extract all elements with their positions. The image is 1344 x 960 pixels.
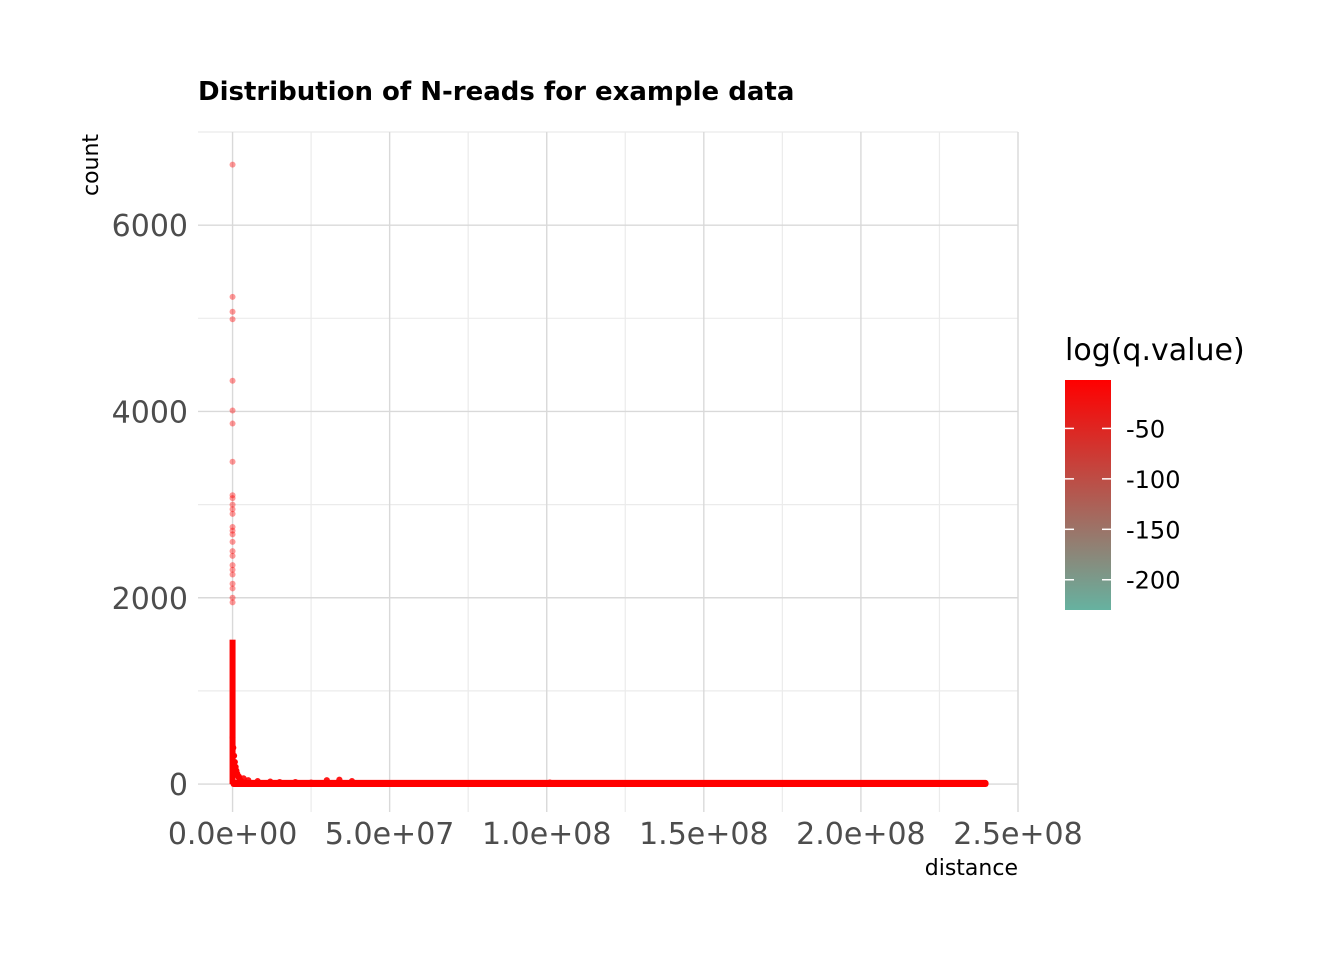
data-point-outlier <box>229 458 236 465</box>
data-point-outlier <box>229 594 236 601</box>
legend-title: log(q.value) <box>1065 333 1245 368</box>
data-point-outlier <box>229 527 236 534</box>
data-point-outlier <box>229 510 236 517</box>
data-point <box>231 752 238 759</box>
data-point-outlier <box>229 523 236 530</box>
x-tick-label: 5.0e+07 <box>325 817 454 852</box>
data-point-outlier <box>229 407 236 414</box>
data-point-outlier <box>229 585 236 592</box>
data-point-outlier <box>229 495 236 502</box>
data-point-outlier <box>229 571 236 578</box>
data-point <box>546 779 554 786</box>
data-point-outlier <box>229 552 236 559</box>
y-axis-title: count <box>79 134 104 196</box>
legend-breaks: -50 -100 -150 -200 <box>1065 415 1180 595</box>
x-tick-label: 0.0e+00 <box>168 817 297 852</box>
data-point-outlier <box>229 566 236 573</box>
data-point-outlier <box>229 316 236 323</box>
data-point <box>336 776 343 784</box>
data-point <box>231 759 238 766</box>
data-point-outlier <box>229 562 236 569</box>
x-tick-label: 2.0e+08 <box>796 817 925 852</box>
legend-break-label: -200 <box>1126 567 1180 595</box>
grid <box>198 131 1019 812</box>
data-point <box>276 778 283 786</box>
data-point-outlier <box>229 548 236 555</box>
y-tick-label: 4000 <box>112 395 188 430</box>
data-point-outlier <box>229 492 236 499</box>
data-point <box>230 744 237 751</box>
legend-break-label: -100 <box>1126 466 1180 494</box>
data-point-outlier <box>229 580 236 587</box>
data-point <box>229 734 236 741</box>
x-axis-title: distance <box>925 856 1018 881</box>
x-tick-label: 1.5e+08 <box>639 817 768 852</box>
x-tick-label: 1.0e+08 <box>482 817 611 852</box>
data-point <box>267 778 274 785</box>
color-legend: log(q.value) -50 -100 -150 -200 <box>1065 333 1245 610</box>
x-axis-ticks: 0.0e+00 5.0e+07 1.0e+08 1.5e+08 2.0e+08 2.5e+… <box>168 817 1083 852</box>
chart-title: Distribution of N-reads for example data <box>198 77 794 107</box>
x-tick-label: 2.5e+08 <box>953 817 1082 852</box>
data-point-spike <box>229 639 236 785</box>
data-point-outlier <box>229 293 236 300</box>
data-point <box>245 777 252 784</box>
data-point-outlier <box>229 599 236 606</box>
y-tick-label: 2000 <box>112 582 188 617</box>
legend-break-label: -50 <box>1126 415 1165 443</box>
y-axis-ticks: 0 2000 4000 6000 <box>112 209 188 803</box>
data-point-outlier <box>229 501 236 508</box>
data-point <box>307 779 315 786</box>
data-point-outlier <box>229 531 236 538</box>
data-point <box>323 777 331 784</box>
data-point <box>292 778 299 786</box>
data-point-band <box>230 779 989 788</box>
y-tick-label: 0 <box>169 768 188 803</box>
data-points <box>229 161 989 788</box>
data-point-outlier <box>229 377 236 384</box>
legend-colorbar <box>1065 380 1111 610</box>
data-point <box>254 778 261 785</box>
data-point-outlier <box>229 420 236 427</box>
data-point <box>348 778 356 785</box>
data-point-outlier <box>229 308 236 315</box>
data-point-outlier <box>229 161 236 168</box>
data-point-outlier <box>229 506 236 513</box>
y-tick-label: 6000 <box>112 209 188 244</box>
data-point-outlier <box>229 538 236 545</box>
legend-break-label: -150 <box>1126 516 1180 544</box>
